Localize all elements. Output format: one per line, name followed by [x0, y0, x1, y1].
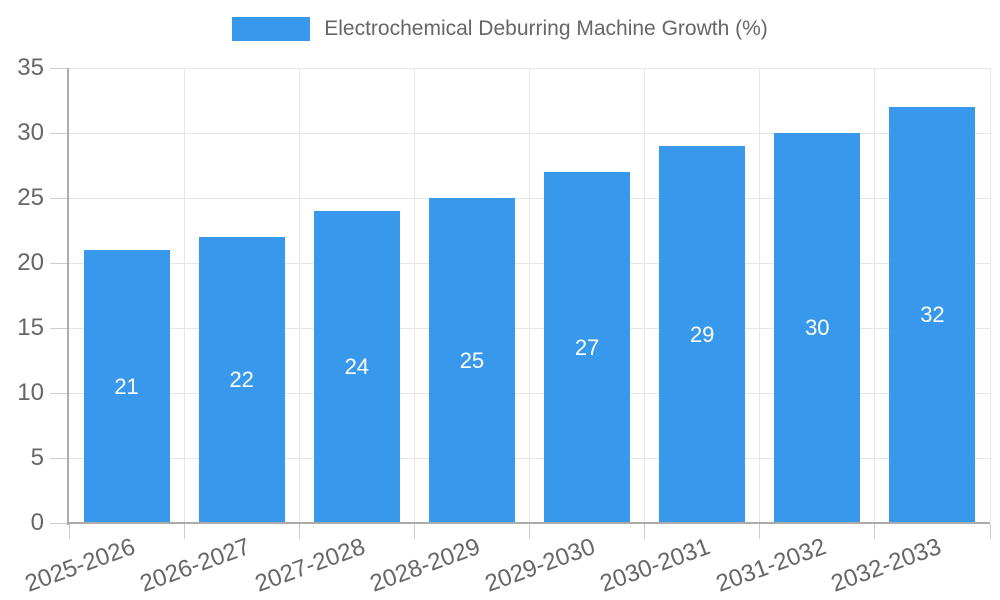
bar[interactable]: 29: [659, 146, 746, 523]
bar-value-label: 29: [689, 321, 715, 347]
x-tick-label: 2027-2028: [251, 533, 369, 598]
y-axis-tick: [50, 67, 69, 69]
y-tick-label: 35: [17, 54, 44, 81]
y-axis-tick: [50, 457, 69, 459]
bar-value-label: 25: [459, 347, 485, 373]
x-tick-label: 2031-2032: [712, 533, 830, 598]
bar-value-label: 27: [574, 334, 600, 360]
bar-value-label: 30: [805, 315, 830, 340]
bar-value-label: 24: [344, 354, 370, 379]
bar[interactable]: 24: [313, 211, 400, 523]
bar-value-label: 21: [114, 373, 139, 399]
x-tick-label: 2030-2031: [596, 533, 715, 598]
gridline-vertical: [989, 68, 991, 523]
y-tick-label: 5: [30, 444, 44, 471]
bar[interactable]: 25: [428, 198, 515, 523]
y-tick-label: 25: [17, 184, 44, 211]
x-tick-label: 2028-2029: [366, 533, 484, 598]
x-axis-tick: [183, 524, 185, 539]
y-axis-tick: [50, 132, 69, 134]
gridline-vertical: [874, 68, 876, 523]
y-tick-label: 0: [30, 509, 44, 536]
y-tick-label: 10: [17, 379, 44, 406]
x-axis-tick: [529, 524, 530, 539]
bar[interactable]: 32: [889, 107, 976, 523]
y-axis-tick: [50, 197, 69, 199]
x-axis-tick: [413, 524, 415, 539]
x-axis-tick: [759, 524, 761, 539]
y-tick-label: 20: [17, 249, 44, 276]
y-axis-line: [67, 68, 69, 525]
x-axis-tick: [989, 524, 991, 539]
gridline-vertical: [644, 68, 646, 523]
legend-swatch[interactable]: [232, 17, 311, 41]
bar-value-label: 22: [229, 367, 254, 392]
x-axis-tick: [644, 524, 646, 539]
x-tick-label: 2032-2033: [827, 533, 945, 598]
legend[interactable]: Electrochemical Deburring Machine Growth…: [0, 17, 1000, 41]
y-tick-label: 30: [17, 119, 44, 146]
x-axis-line: [67, 522, 990, 524]
x-tick-label: 2025-2026: [21, 533, 139, 598]
y-tick-label: 15: [17, 314, 44, 341]
x-axis-tick: [298, 524, 300, 539]
gridline-vertical: [529, 68, 530, 523]
gridline-vertical: [298, 68, 300, 523]
y-axis-tick: [50, 327, 69, 329]
x-axis-tick: [68, 524, 70, 539]
x-axis-tick: [874, 524, 876, 539]
bar[interactable]: 27: [544, 172, 631, 523]
gridline-vertical: [759, 68, 761, 523]
x-tick-label: 2029-2030: [481, 533, 599, 598]
y-axis-tick: [50, 392, 69, 394]
gridline-vertical: [183, 68, 185, 523]
y-axis-tick: [50, 262, 69, 264]
x-tick-label: 2026-2027: [136, 533, 254, 598]
bar[interactable]: 30: [774, 133, 861, 523]
bar[interactable]: 21: [83, 250, 170, 523]
bar-value-label: 32: [920, 302, 945, 327]
legend-label: Electrochemical Deburring Machine Growth…: [324, 17, 768, 40]
y-axis-tick: [50, 522, 69, 524]
gridline-vertical: [413, 68, 415, 523]
bar[interactable]: 22: [198, 237, 285, 523]
